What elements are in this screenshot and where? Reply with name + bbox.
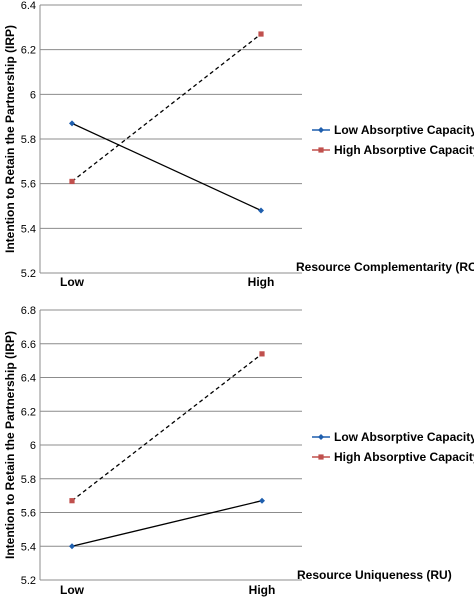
legend-label: High Absorptive Capacity <box>334 143 474 157</box>
x-tick-label: Low <box>60 583 85 597</box>
y-tick-label: 6 <box>30 89 36 101</box>
data-point <box>258 207 264 214</box>
x-axis-label: Resource Complementarity (RC) <box>296 260 474 274</box>
y-tick-label: 5.6 <box>21 508 36 520</box>
legend-label: Low Absorptive Capacity <box>334 430 474 444</box>
y-tick-label: 5.8 <box>21 474 36 486</box>
series-line-low-absorptive-capacity <box>71 500 263 547</box>
y-tick-label: 6.8 <box>21 305 36 317</box>
y-tick-label: 5.4 <box>21 541 36 553</box>
legend-marker <box>318 147 324 153</box>
y-tick-label: 6 <box>30 440 36 452</box>
y-tick-label: 6.4 <box>21 373 36 385</box>
y-tick-label: 5.2 <box>21 268 36 280</box>
data-point <box>69 543 75 550</box>
series-line-high-absorptive-capacity <box>71 33 262 182</box>
data-point <box>259 497 265 504</box>
data-point <box>69 498 75 504</box>
y-axis-label: Intention to Retain the Partnership (IRP… <box>3 25 17 253</box>
legend-item: Low Absorptive Capacity <box>312 430 474 444</box>
legend-marker <box>318 127 324 133</box>
chart-panel-1: 5.2 5.4 5.6 5.8 6 6.2 6.4 Low High Resource Compl… <box>3 0 474 289</box>
data-point <box>258 31 264 37</box>
y-tick-label: 6.2 <box>21 45 36 57</box>
legend-label: High Absorptive Capacity <box>334 450 474 464</box>
series-line-low-absorptive-capacity <box>71 122 262 212</box>
series-line-high-absorptive-capacity <box>71 353 263 502</box>
legend-item: Low Absorptive Capacity <box>312 123 474 137</box>
legend-marker <box>318 454 324 460</box>
legend-item: High Absorptive Capacity <box>312 450 474 464</box>
legend-marker <box>318 434 324 440</box>
x-tick-label: Low <box>60 275 85 289</box>
data-point <box>69 178 75 185</box>
y-tick-label: 6.4 <box>21 0 36 12</box>
y-tick-label: 6.6 <box>21 339 36 351</box>
y-tick-label: 5.2 <box>21 575 36 587</box>
y-tick-label: 5.8 <box>21 134 36 146</box>
legend-label: Low Absorptive Capacity <box>334 123 474 137</box>
chart-panel-2: 5.2 5.4 5.6 5.8 6 6.2 6.4 6.6 6.8 Low High Resource… <box>3 305 474 597</box>
y-axis-label: Intention to Retain the Partnership (IRP… <box>3 331 17 559</box>
y-tick-label: 5.6 <box>21 179 36 191</box>
x-axis-label: Resource Uniqueness (RU) <box>297 568 452 582</box>
x-tick-label: High <box>248 275 275 289</box>
legend-item: High Absorptive Capacity <box>312 143 474 157</box>
data-point <box>259 351 265 357</box>
y-tick-label: 5.4 <box>21 223 36 235</box>
x-tick-label: High <box>249 583 276 597</box>
data-point <box>69 120 75 127</box>
y-tick-label: 6.2 <box>21 406 36 418</box>
